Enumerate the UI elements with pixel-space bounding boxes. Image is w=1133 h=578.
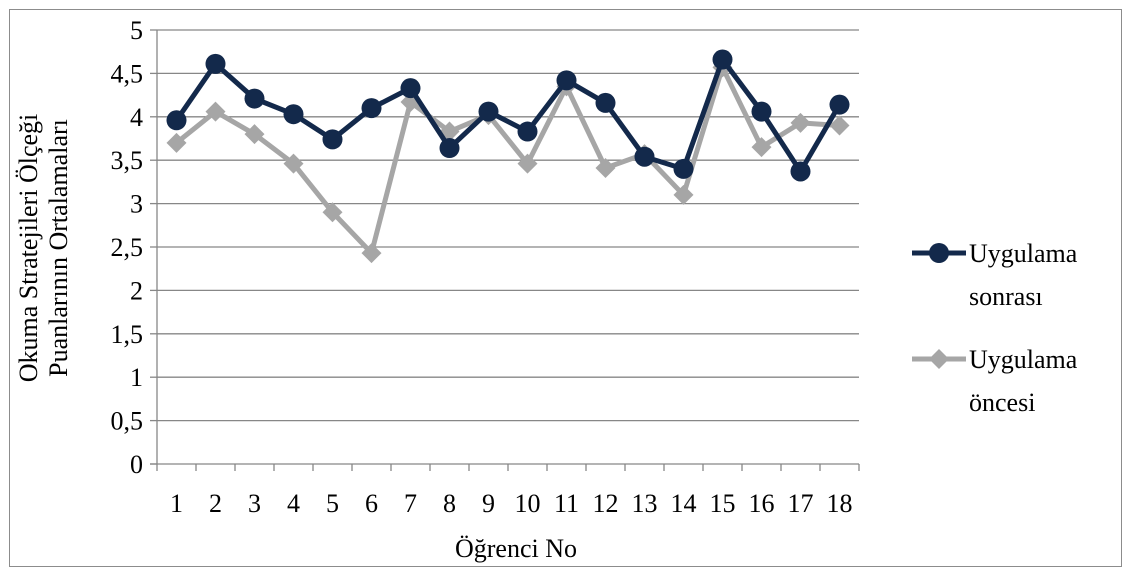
data-point	[790, 112, 811, 133]
x-tick-label: 12	[593, 489, 619, 518]
x-tick-label: 1	[170, 489, 183, 518]
data-point	[829, 94, 850, 115]
legend-label-oncesi-line-1: Uygulama	[969, 345, 1078, 374]
legend-label-sonrasi-line-1: Uygulama	[969, 239, 1078, 268]
series-line	[174, 64, 840, 256]
y-tick-label: 5	[130, 16, 143, 45]
x-tick-label: 9	[482, 489, 495, 518]
x-tick-label: 17	[788, 489, 814, 518]
legend-item-uygulama-oncesi: Uygulama öncesi	[912, 345, 1078, 417]
series-line	[174, 57, 842, 174]
data-point	[751, 101, 772, 122]
data-point	[478, 101, 499, 122]
data-point	[517, 121, 538, 142]
data-point	[712, 49, 733, 70]
x-tick-labels: 1 2 3 4 5 6 7 8 9 10 11 12 13 14 15 16 17 18	[170, 489, 853, 518]
gridlines	[157, 29, 859, 422]
legend: Uygulama sonrası Uygulama öncesi	[912, 239, 1078, 417]
data-point	[751, 137, 772, 158]
data-point	[244, 88, 265, 109]
legend-item-uygulama-sonrasi: Uygulama sonrası	[912, 239, 1078, 311]
data-point	[283, 153, 304, 174]
axes	[150, 29, 860, 471]
legend-marker-oncesi	[929, 349, 949, 369]
legend-label-oncesi-line-2: öncesi	[969, 388, 1035, 417]
data-point	[166, 132, 187, 153]
x-tick-label: 3	[248, 489, 261, 518]
legend-marker-sonrasi	[929, 243, 949, 263]
data-point	[205, 53, 226, 74]
data-point	[322, 202, 343, 223]
x-tick-label: 10	[515, 489, 541, 518]
data-point	[400, 78, 421, 99]
y-tick-label: 3,5	[111, 146, 144, 175]
y-tick-label: 0,5	[111, 407, 144, 436]
y-axis-title: Okuma Stratejileri Ölçeği Puanlarının Or…	[14, 114, 73, 383]
y-axis-title-line-1: Okuma Stratejileri Ölçeği	[14, 114, 43, 383]
data-point	[673, 184, 694, 205]
y-tick-label: 1	[130, 363, 143, 392]
x-tick-label: 4	[287, 489, 300, 518]
y-tick-label: 0	[130, 450, 143, 479]
y-tick-label: 2,5	[111, 233, 144, 262]
x-tick-label: 15	[710, 489, 736, 518]
data-point	[244, 124, 265, 145]
x-axis-title: Öğrenci No	[455, 534, 577, 563]
chart-frame	[9, 9, 1122, 567]
data-point	[205, 101, 226, 122]
data-point	[634, 146, 655, 167]
y-tick-label: 4,5	[111, 59, 144, 88]
data-point	[439, 138, 460, 159]
series-uygulama-sonrasi	[166, 49, 850, 182]
y-tick-label: 4	[130, 103, 143, 132]
data-point	[361, 98, 382, 119]
x-tick-label: 6	[365, 489, 378, 518]
legend-label-sonrasi-line-2: sonrası	[969, 282, 1043, 311]
x-tick-label: 2	[209, 489, 222, 518]
x-tick-label: 18	[827, 489, 853, 518]
x-tick-label: 11	[554, 489, 579, 518]
data-point	[166, 110, 187, 131]
y-tick-labels: 0 0,5 1 1,5 2 2,5 3 3,5 4 4,5 5	[111, 16, 144, 479]
y-axis-title-line-2: Puanlarının Ortalamaları	[44, 119, 73, 377]
data-point	[595, 158, 616, 179]
data-point	[283, 104, 304, 125]
y-tick-label: 3	[130, 190, 143, 219]
x-tick-label: 16	[749, 489, 775, 518]
y-tick-label: 1,5	[111, 320, 144, 349]
data-point	[673, 158, 694, 179]
y-tick-label: 2	[130, 276, 143, 305]
data-point	[322, 129, 343, 150]
data-point	[829, 115, 850, 136]
x-tick-label: 5	[326, 489, 339, 518]
series-lines	[166, 49, 850, 264]
x-tick-label: 8	[443, 489, 456, 518]
data-point	[517, 153, 538, 174]
data-point	[556, 70, 577, 91]
x-tick-label: 7	[404, 489, 417, 518]
x-tick-label: 13	[632, 489, 658, 518]
data-point	[595, 92, 616, 113]
x-tick-label: 14	[671, 489, 697, 518]
data-point	[361, 243, 382, 264]
data-point	[790, 161, 811, 182]
